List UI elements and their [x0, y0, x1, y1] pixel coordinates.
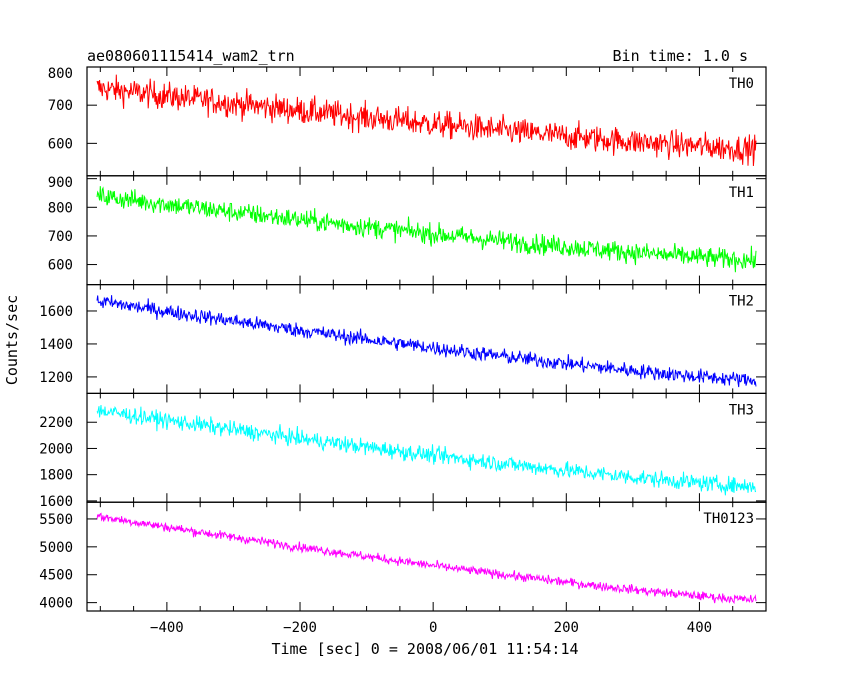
y-tick-label-th0123: 5500	[39, 512, 73, 528]
panel-label-th1: TH1	[729, 185, 754, 201]
panel-frame-th3	[86, 392, 767, 503]
panels-group: TH0 600 700 800 TH1 600 700 800 900 TH2 1200 1400 16…	[39, 66, 767, 636]
x-tick-label: 0	[429, 620, 437, 636]
y-tick-label-th2: 1400	[39, 337, 73, 353]
y-tick-label-th0123: 5000	[39, 540, 73, 556]
y-tick-label-th2: 1600	[39, 304, 73, 320]
y-axis-label: Counts/sec	[3, 295, 21, 385]
y-tick-label-th2: 1200	[39, 370, 73, 386]
x-tick-label: −400	[150, 620, 184, 636]
panel-frame-th1	[86, 175, 767, 286]
series-line-th0	[96, 74, 757, 167]
y-tick-label-th3: 2200	[39, 415, 73, 431]
y-tick-label-th0: 700	[48, 98, 73, 114]
x-tick-label: −200	[283, 620, 317, 636]
chart-title: ae080601115414_wam2_trn	[87, 47, 295, 65]
y-tick-label-th3: 1600	[39, 494, 73, 510]
y-tick-label-th1: 800	[48, 200, 73, 216]
y-tick-label-th1: 600	[48, 258, 73, 274]
y-tick-label-th3: 2000	[39, 441, 73, 457]
panel-frame-th0123	[86, 501, 767, 612]
y-tick-label-th0123: 4000	[39, 596, 73, 612]
panel-frame-th0	[86, 66, 767, 177]
series-line-th0123	[96, 512, 757, 605]
series-line-th3	[96, 404, 757, 496]
series-line-th2	[96, 295, 757, 388]
x-tick-label: 200	[554, 620, 579, 636]
panel-label-th2: TH2	[729, 294, 754, 310]
y-tick-label-th0: 800	[48, 66, 73, 82]
panel-frame-th2	[86, 284, 767, 395]
y-tick-label-th0123: 4500	[39, 568, 73, 584]
y-tick-label-th1: 900	[48, 175, 73, 191]
panel-label-th0: TH0	[729, 76, 754, 92]
panel-label-th3: TH3	[729, 402, 754, 418]
bin-time-label: Bin time: 1.0 s	[613, 47, 748, 65]
y-tick-label-th0: 600	[48, 136, 73, 152]
y-tick-label-th3: 1800	[39, 468, 73, 484]
panel-label-th0123: TH0123	[703, 511, 754, 527]
x-axis-label: Time [sec] 0 = 2008/06/01 11:54:14	[271, 640, 578, 658]
series-line-th1	[96, 186, 757, 273]
y-tick-label-th1: 700	[48, 229, 73, 245]
x-tick-label: 400	[687, 620, 712, 636]
